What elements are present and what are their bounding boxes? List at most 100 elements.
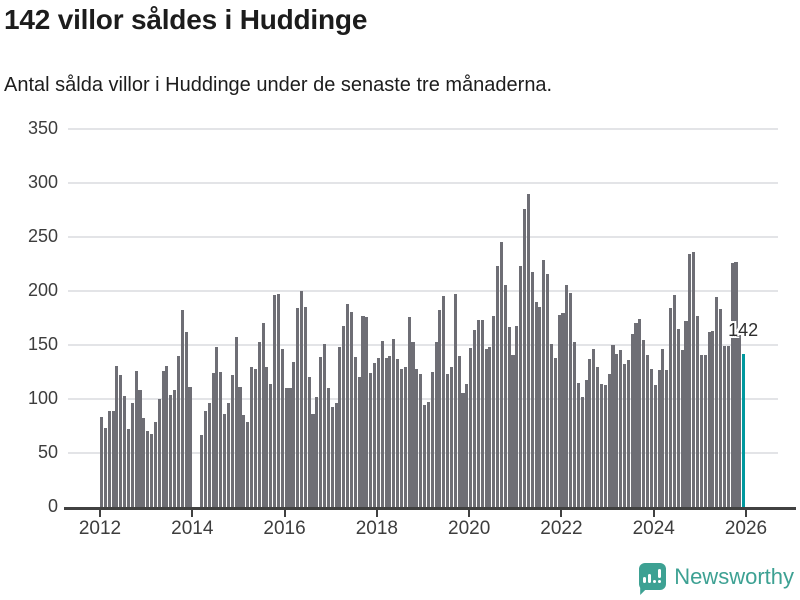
bar (353, 356, 357, 507)
bar (234, 337, 238, 507)
bar (334, 403, 338, 507)
gridline-y200 (68, 290, 778, 292)
bar (284, 388, 288, 507)
bar (346, 303, 350, 507)
x-axis-tick-2026 (745, 510, 747, 517)
bar (446, 374, 450, 507)
bar (280, 349, 284, 507)
bar (615, 353, 619, 507)
x-axis-tick-2022 (560, 510, 563, 517)
bar (599, 383, 603, 507)
bar (438, 310, 442, 507)
bar (307, 377, 311, 507)
bar (507, 326, 511, 507)
bar (261, 323, 265, 507)
bar (134, 370, 138, 507)
x-axis-tick-2018 (375, 510, 378, 517)
bar (676, 328, 680, 507)
bar (584, 379, 588, 507)
x-axis-line (64, 507, 796, 510)
bar (292, 362, 296, 507)
bar (276, 294, 280, 507)
bar (269, 383, 273, 507)
bar (657, 369, 661, 507)
x-axis-tick-label: 2012 (78, 518, 122, 539)
bar (565, 284, 569, 507)
bar (411, 341, 415, 507)
bar (522, 208, 527, 507)
bar (557, 314, 561, 507)
bar (715, 297, 719, 507)
bar (207, 403, 211, 507)
gridline-y150 (68, 344, 778, 346)
bar (376, 357, 380, 507)
bar (442, 296, 446, 507)
bar (646, 354, 650, 507)
bar (173, 390, 177, 507)
bar (130, 403, 134, 507)
bar (722, 346, 727, 507)
bar (503, 284, 507, 507)
highlight-bar (742, 353, 746, 507)
bar (472, 329, 477, 507)
bar (480, 320, 484, 507)
bar (357, 377, 361, 507)
bar (215, 347, 219, 507)
bar (165, 365, 169, 507)
bar (419, 374, 423, 507)
x-axis-tick-label: 2022 (540, 518, 583, 539)
gridline-y250 (68, 236, 778, 238)
bar (519, 266, 523, 507)
bar (549, 343, 553, 507)
x-axis-tick-label: 2024 (632, 518, 675, 539)
bar (738, 334, 742, 507)
bar (107, 410, 111, 507)
bar (211, 373, 215, 507)
newsworthy-logo: Newsworthy (639, 563, 794, 595)
bar (311, 414, 315, 507)
bar (434, 341, 438, 507)
x-axis-tick-2020 (468, 510, 471, 517)
bar (380, 340, 384, 507)
bar (273, 295, 277, 507)
bar (696, 315, 700, 507)
bar (534, 301, 538, 507)
bar (138, 390, 142, 507)
bar (169, 394, 173, 507)
bar (288, 388, 292, 507)
bar (161, 370, 165, 507)
gridline-y300 (68, 182, 778, 184)
bar (492, 315, 496, 507)
bar (157, 399, 161, 507)
bar (526, 193, 530, 507)
last-value-annotation: 142 (728, 319, 759, 340)
bar (680, 350, 684, 507)
bar (203, 410, 207, 507)
bar (546, 273, 550, 507)
bar (465, 383, 469, 507)
y-axis-tick-label: 50 (37, 442, 58, 462)
bar (249, 366, 254, 507)
bar (580, 396, 584, 507)
bar (396, 359, 400, 507)
bar (338, 347, 342, 507)
bar (403, 366, 407, 507)
bar (223, 414, 227, 507)
bar (199, 434, 204, 507)
y-axis-tick-label: 200 (27, 280, 58, 300)
bar (515, 325, 519, 507)
bar (100, 417, 104, 507)
gridline-y350 (68, 128, 778, 130)
bar (530, 271, 534, 507)
y-axis-tick-label: 0 (47, 496, 58, 516)
bar (688, 254, 692, 507)
bar (496, 266, 500, 507)
bar (226, 403, 230, 507)
bar (499, 242, 503, 507)
bar (622, 364, 627, 507)
y-axis-tick-label: 100 (27, 388, 58, 408)
bar (426, 402, 430, 507)
bar (180, 310, 184, 507)
bar (572, 341, 577, 507)
bar (703, 354, 707, 507)
